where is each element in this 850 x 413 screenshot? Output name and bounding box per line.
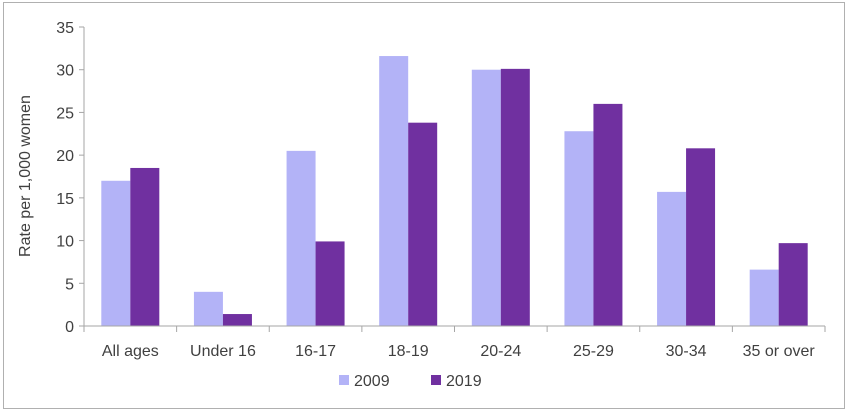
bar-2019-8 — [778, 243, 808, 326]
x-tick-label: 25-29 — [573, 343, 614, 360]
bar-2009-2 — [193, 291, 223, 326]
bar-2009-4 — [379, 56, 409, 326]
legend-swatch-2019 — [431, 375, 441, 385]
bar-2009-1 — [101, 180, 131, 326]
bar-2019-1 — [130, 167, 160, 326]
x-tick-label: 20-24 — [480, 343, 521, 360]
bar-2019-3 — [315, 241, 345, 326]
y-tick-label: 20 — [56, 148, 74, 165]
bar-2009-6 — [564, 131, 594, 326]
y-tick-label: 5 — [65, 276, 74, 293]
x-tick-label: 30-34 — [666, 343, 707, 360]
y-tick-label: 25 — [56, 105, 74, 122]
y-tick-label: 35 — [56, 20, 74, 37]
legend: 2009 2019 — [339, 373, 482, 390]
bar-2019-6 — [593, 103, 623, 326]
bar-2009-7 — [657, 191, 687, 326]
x-tick-label: All ages — [102, 343, 159, 360]
x-tick-label: Under 16 — [190, 343, 256, 360]
x-tick-label: 35 or over — [743, 343, 816, 360]
legend-swatch-2009 — [339, 375, 349, 385]
y-tick-label: 0 — [65, 319, 74, 336]
y-tick-label: 30 — [56, 63, 74, 80]
legend-label: 2009 — [354, 373, 390, 390]
bar-2019-7 — [686, 148, 716, 326]
y-tick-label: 10 — [56, 234, 74, 251]
y-axis-label: Rate per 1,000 women — [17, 95, 34, 257]
bar-2009-8 — [749, 269, 779, 326]
bar-2019-2 — [222, 314, 252, 326]
x-tick-label: 18-19 — [388, 343, 429, 360]
bar-2009-3 — [286, 150, 316, 326]
plot-area: 0 5 10 15 20 25 30 35 All ages Under 16 16-17 18-19… — [56, 20, 826, 360]
bar-2019-4 — [408, 122, 438, 327]
legend-label: 2019 — [446, 373, 482, 390]
bar-2009-5 — [471, 69, 501, 326]
y-tick-label: 15 — [56, 191, 74, 208]
x-tick-label: 16-17 — [295, 343, 336, 360]
bar-2019-5 — [500, 68, 530, 327]
